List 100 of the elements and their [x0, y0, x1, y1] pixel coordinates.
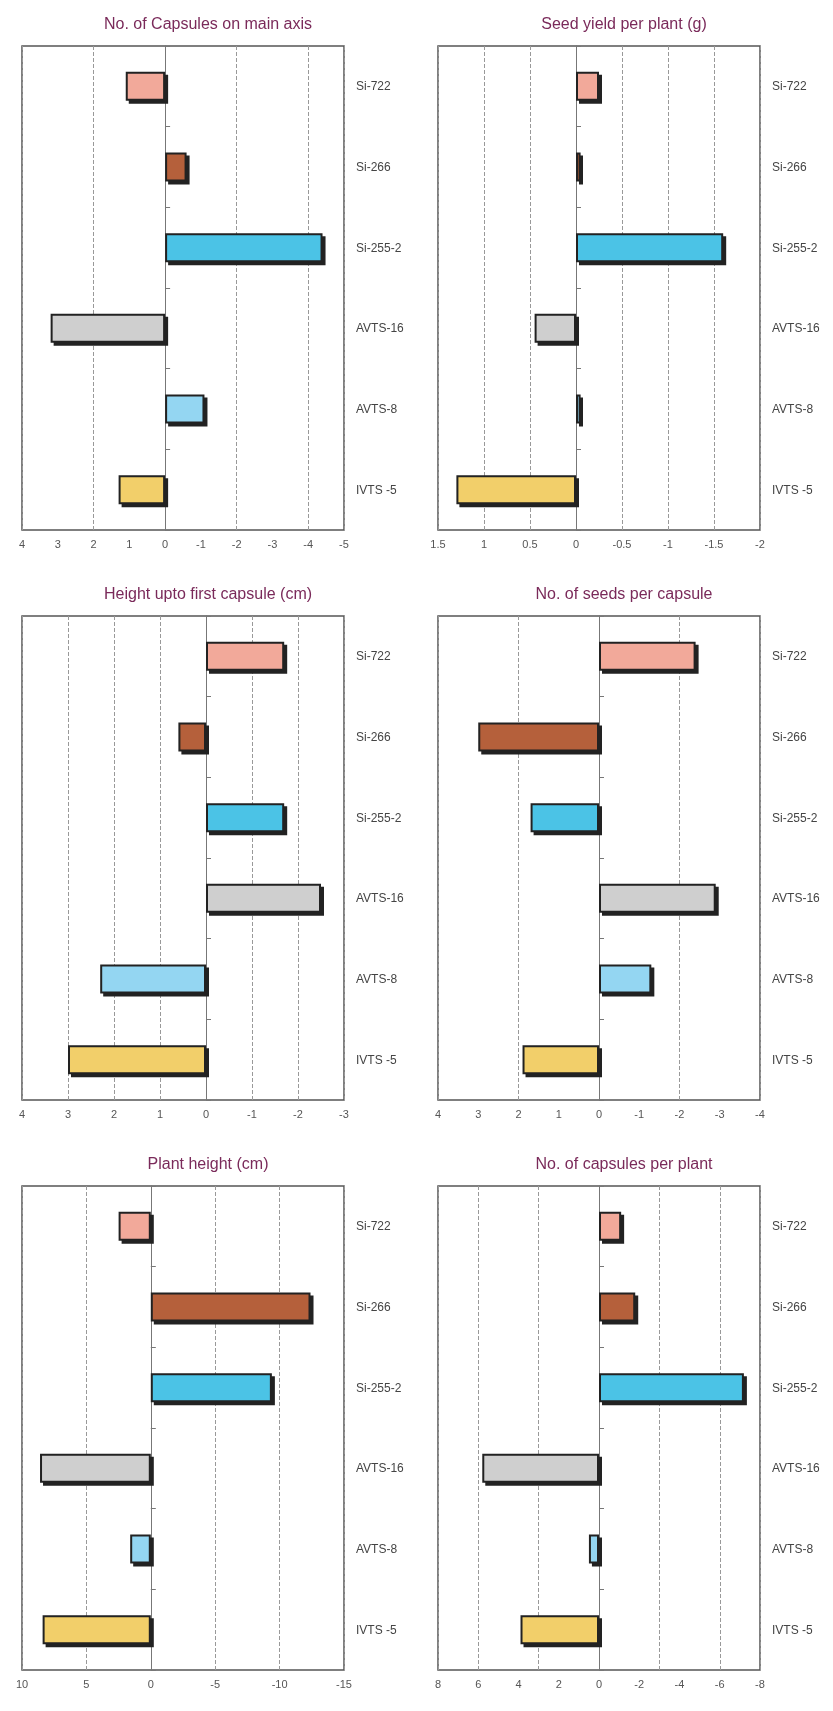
y-tick-label: AVTS-8 [772, 972, 814, 986]
x-tick-label: 2 [515, 1107, 522, 1120]
bar [178, 722, 206, 752]
x-tick-label: -6 [714, 1677, 725, 1690]
x-tick-label: -5 [339, 537, 349, 550]
bar [599, 1292, 636, 1322]
x-tick-label: -8 [755, 1677, 765, 1690]
x-tick-label: 4 [18, 537, 26, 550]
y-tick-label: Si-722 [772, 649, 808, 664]
y-tick-label: IVTS -5 [772, 1052, 813, 1067]
y-tick-label: Si-266 [772, 1300, 808, 1314]
x-tick-label: -2 [755, 537, 765, 550]
x-tick-label: 0 [572, 537, 580, 550]
x-tick-label: -1 [247, 1107, 257, 1120]
bar [599, 964, 652, 994]
bar [599, 641, 696, 671]
x-tick-label: -1 [634, 1107, 645, 1120]
x-tick-label: 3 [54, 537, 61, 550]
y-tick-label: AVTS-16 [772, 891, 821, 906]
x-tick-label: 0.5 [522, 537, 538, 550]
bar [130, 1534, 151, 1564]
bar [68, 1045, 206, 1075]
x-tick-label: 5 [83, 1677, 90, 1690]
chart-title: No. of Capsules on main axis [103, 14, 313, 32]
x-tick-label: -3 [714, 1107, 725, 1120]
bar [520, 1615, 599, 1645]
y-tick-label: AVTS-16 [356, 1461, 405, 1476]
x-tick-label: 4 [515, 1677, 522, 1690]
x-tick-label: -1 [196, 537, 206, 550]
bar [165, 233, 323, 263]
bar [206, 641, 285, 671]
x-tick-label: -2 [293, 1107, 303, 1120]
y-tick-label: AVTS-16 [772, 1461, 821, 1476]
bar [599, 1373, 744, 1403]
x-tick-label: -0.5 [612, 537, 632, 550]
bar [50, 313, 166, 343]
x-tick-label: 3 [475, 1107, 482, 1120]
x-tick-label: -3 [267, 537, 278, 550]
y-tick-label: AVTS-16 [356, 891, 405, 906]
bar [42, 1615, 151, 1645]
bar [150, 1292, 311, 1322]
y-tick-label: IVTS -5 [356, 482, 397, 497]
y-tick-label: IVTS -5 [772, 1622, 813, 1637]
x-tick-label: -5 [210, 1677, 221, 1690]
x-tick-label: 0 [595, 1677, 603, 1690]
bar [576, 71, 599, 101]
x-tick-label: 2 [555, 1677, 562, 1690]
bar [530, 803, 599, 833]
bar [576, 394, 581, 424]
x-tick-label: 4 [18, 1107, 26, 1120]
chart-title: Height upto first capsule (cm) [103, 584, 313, 602]
y-tick-label: Si-722 [772, 1219, 808, 1234]
x-tick-label: 1 [156, 1107, 164, 1120]
y-tick-label: Si-255-2 [772, 810, 818, 825]
x-tick-label: 2 [110, 1107, 118, 1120]
bar [150, 1373, 272, 1403]
chart-title: No. of seeds per capsule [535, 584, 713, 602]
x-tick-label: -10 [271, 1677, 288, 1690]
x-tick-label: -4 [755, 1107, 765, 1120]
x-tick-label: 6 [475, 1677, 482, 1690]
bar [599, 883, 716, 913]
bar [534, 313, 576, 343]
x-tick-label: -4 [303, 537, 314, 550]
x-tick-label: -1.5 [704, 537, 724, 550]
y-tick-label: Si-255-2 [772, 240, 818, 255]
x-tick-label: 10 [15, 1677, 29, 1690]
chart-title: No. of capsules per plant [535, 1154, 714, 1172]
y-tick-label: AVTS-8 [356, 402, 398, 416]
x-tick-label: -4 [674, 1677, 685, 1690]
x-tick-label: 0 [202, 1107, 210, 1120]
y-tick-label: IVTS -5 [356, 1052, 397, 1067]
bar [599, 1211, 622, 1241]
x-tick-label: 4 [434, 1107, 442, 1120]
bar [482, 1453, 599, 1483]
y-tick-label: AVTS-8 [356, 972, 398, 986]
y-tick-label: AVTS-8 [772, 402, 814, 416]
x-tick-label: 1 [555, 1107, 562, 1120]
y-tick-label: Si-255-2 [356, 1380, 402, 1395]
y-tick-label: IVTS -5 [772, 482, 813, 497]
bar [576, 233, 724, 263]
bar [40, 1453, 151, 1483]
x-tick-label: 3 [64, 1107, 72, 1120]
bar [478, 722, 599, 752]
bar [100, 964, 206, 994]
x-tick-label: 2 [90, 537, 97, 550]
x-tick-label: 1 [480, 537, 488, 550]
chart-title: Seed yield per plant (g) [541, 14, 707, 32]
bar [125, 71, 166, 101]
bar [206, 803, 285, 833]
bar [165, 394, 205, 424]
bar [118, 475, 166, 505]
bar [118, 1211, 151, 1241]
bar [206, 883, 321, 913]
y-tick-label: AVTS-16 [772, 321, 821, 336]
y-tick-label: Si-266 [356, 1300, 392, 1314]
y-tick-label: Si-722 [356, 79, 392, 94]
bar [456, 475, 576, 505]
y-tick-label: Si-266 [772, 160, 808, 174]
y-tick-label: Si-255-2 [356, 240, 402, 255]
y-tick-label: Si-266 [356, 730, 392, 744]
